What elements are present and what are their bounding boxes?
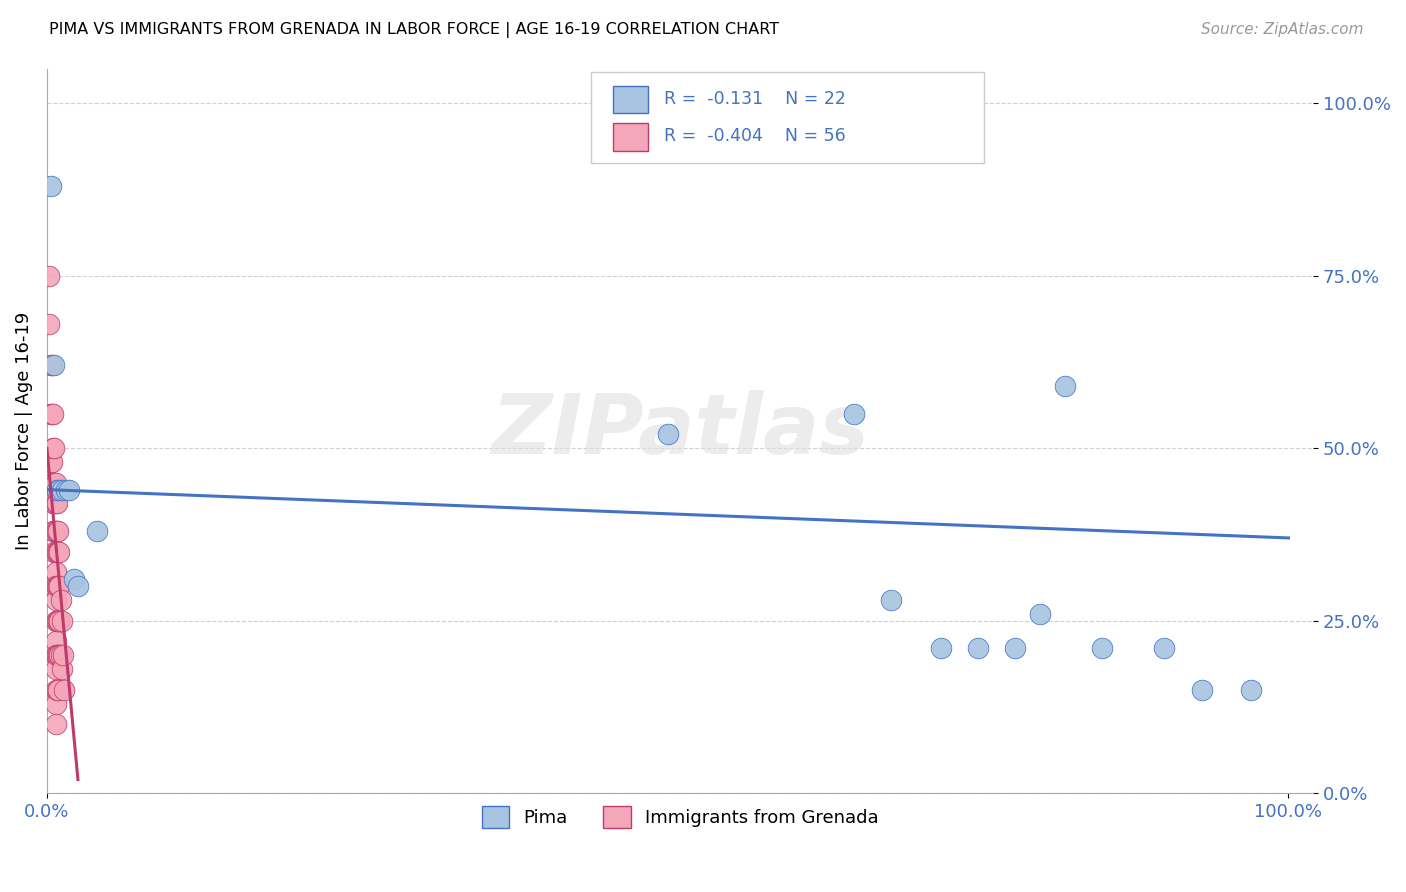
Point — [967, 641, 990, 656]
Point — [48, 614, 70, 628]
Point — [45, 579, 67, 593]
Point — [86, 524, 108, 538]
Point — [48, 648, 70, 663]
Point — [42, 475, 65, 490]
Point — [46, 614, 69, 628]
Point — [49, 648, 72, 663]
Point — [45, 682, 67, 697]
Point — [38, 317, 60, 331]
Point — [46, 682, 69, 697]
Point — [1191, 682, 1213, 697]
Point — [45, 524, 67, 538]
Point — [41, 359, 63, 373]
Point — [41, 455, 63, 469]
Point — [1153, 641, 1175, 656]
FancyBboxPatch shape — [613, 86, 648, 113]
Point — [49, 593, 72, 607]
Point — [42, 441, 65, 455]
Point — [1091, 641, 1114, 656]
Point — [44, 496, 66, 510]
Text: Source: ZipAtlas.com: Source: ZipAtlas.com — [1201, 22, 1364, 37]
Point — [842, 407, 865, 421]
Point — [66, 579, 89, 593]
Point — [45, 566, 67, 580]
Point — [45, 475, 67, 490]
Point — [45, 579, 67, 593]
Point — [44, 579, 66, 593]
Point — [48, 579, 70, 593]
Point — [44, 545, 66, 559]
Point — [45, 648, 67, 663]
Point — [42, 524, 65, 538]
Point — [1240, 682, 1263, 697]
Point — [63, 572, 86, 586]
Point — [39, 178, 62, 193]
Point — [45, 614, 67, 628]
Legend: Pima, Immigrants from Grenada: Pima, Immigrants from Grenada — [474, 798, 886, 835]
Point — [48, 483, 70, 497]
Point — [39, 407, 62, 421]
Point — [45, 697, 67, 711]
Text: R =  -0.404    N = 56: R = -0.404 N = 56 — [664, 127, 845, 145]
Point — [45, 524, 67, 538]
Point — [46, 524, 69, 538]
Point — [45, 593, 67, 607]
Point — [45, 648, 67, 663]
Point — [51, 662, 73, 676]
FancyBboxPatch shape — [592, 72, 984, 162]
Point — [45, 496, 67, 510]
Text: PIMA VS IMMIGRANTS FROM GRENADA IN LABOR FORCE | AGE 16-19 CORRELATION CHART: PIMA VS IMMIGRANTS FROM GRENADA IN LABOR… — [49, 22, 779, 38]
Point — [42, 496, 65, 510]
Point — [45, 545, 67, 559]
Point — [46, 648, 69, 663]
Point — [1004, 641, 1026, 656]
Point — [41, 407, 63, 421]
Point — [38, 268, 60, 283]
Point — [55, 483, 77, 497]
Point — [1029, 607, 1052, 621]
Point — [52, 648, 75, 663]
Text: R =  -0.131    N = 22: R = -0.131 N = 22 — [664, 90, 845, 108]
Point — [39, 455, 62, 469]
Point — [45, 717, 67, 731]
Point — [51, 483, 73, 497]
Point — [45, 483, 67, 497]
Text: ZIPatlas: ZIPatlas — [491, 391, 869, 472]
Point — [1053, 379, 1076, 393]
FancyBboxPatch shape — [613, 123, 648, 151]
Point — [46, 545, 69, 559]
Point — [929, 641, 952, 656]
Point — [880, 593, 903, 607]
Point — [44, 441, 66, 455]
Point — [51, 614, 73, 628]
Point — [58, 483, 80, 497]
Point — [45, 634, 67, 648]
Point — [46, 579, 69, 593]
Point — [44, 524, 66, 538]
Point — [44, 359, 66, 373]
Point — [48, 545, 70, 559]
Point — [657, 427, 679, 442]
Point — [45, 496, 67, 510]
Point — [45, 614, 67, 628]
Y-axis label: In Labor Force | Age 16-19: In Labor Force | Age 16-19 — [15, 312, 32, 550]
Point — [44, 475, 66, 490]
Point — [45, 662, 67, 676]
Point — [45, 545, 67, 559]
Point — [39, 359, 62, 373]
Point — [42, 407, 65, 421]
Point — [45, 682, 67, 697]
Point — [53, 682, 76, 697]
